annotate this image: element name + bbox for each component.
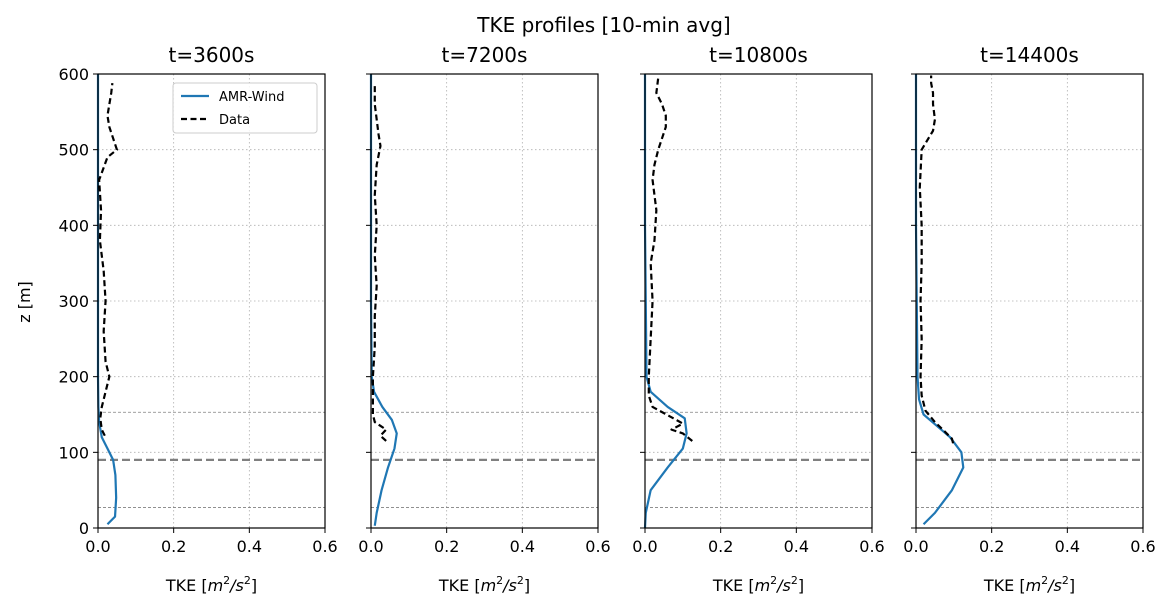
grid [916,74,1143,528]
x-tick-label: 0.6 [859,537,884,556]
x-axis-label-part: 2 [517,574,524,587]
panel-title: t=14400s [980,43,1079,67]
panel-title: t=3600s [169,43,255,67]
x-axis-label-part: 2 [223,574,230,587]
grid [98,74,325,528]
x-axis-label-part: s [236,576,244,595]
y-tick-label: 500 [58,141,89,160]
x-axis-label-part: / [775,576,784,595]
x-tick-label: 0.4 [784,537,809,556]
data-line [371,83,388,442]
x-tick-label: 0.6 [312,537,337,556]
y-tick-label: 400 [58,216,89,235]
x-tick-label: 0.4 [510,537,535,556]
x-axis-label-part: 2 [791,574,798,587]
data-line [918,75,955,444]
x-tick-label: 0.4 [237,537,262,556]
x-tick-label: 0.0 [85,537,110,556]
x-axis-label-part: s [783,576,791,595]
data-line [647,77,693,442]
x-axis-label-part: TKE [ [165,576,208,595]
x-axis-label-part: ] [251,576,257,595]
x-axis-label-part: / [228,576,237,595]
x-tick-label: 0.2 [161,537,186,556]
x-axis-label-part: ] [798,576,804,595]
grid [645,74,872,528]
x-axis-label: TKE [m2/s2] [438,574,530,595]
x-axis-label-part: s [509,576,517,595]
panel-1: 0.0 0.2 0.4 0.6 0 100 200 300 400 500 600 t=3600s TK… [58,43,337,595]
x-axis-label-part: s [1054,576,1062,595]
x-axis-label-part: ] [1069,576,1075,595]
x-axis-label-part: / [501,576,510,595]
x-axis-label-part: m [1026,576,1042,595]
x-tick-label: 0.2 [708,537,733,556]
y-tick-label: 100 [58,443,89,462]
x-tick-label: 0.4 [1055,537,1080,556]
x-tick-label: 0.0 [358,537,383,556]
y-axis-label: z [m] [15,281,34,323]
y-tick-label: 0 [79,519,89,538]
x-tick-label: 0.2 [434,537,459,556]
x-axis-label-part: m [481,576,497,595]
x-tick-label: 0.0 [903,537,928,556]
panel-title: t=10800s [709,43,808,67]
y-tick-label: 300 [58,292,89,311]
panels: 0.0 0.2 0.4 0.6 0 100 200 300 400 500 600 t=3600s TK… [58,43,1155,595]
x-axis-label-part: 2 [1062,574,1069,587]
legend-label: Data [219,113,250,128]
x-tick-label: 0.2 [979,537,1004,556]
grid [371,74,598,528]
x-tick-label: 0.0 [632,537,657,556]
x-axis-label: TKE [m2/s2] [165,574,257,595]
x-axis-label-part: 2 [1041,574,1048,587]
legend-label: AMR-Wind [219,90,284,105]
x-axis-label-part: 2 [496,574,503,587]
x-axis-label: TKE [m2/s2] [712,574,804,595]
x-tick-label: 0.6 [585,537,610,556]
x-tick-label: 0.6 [1130,537,1155,556]
x-axis-label-part: / [1046,576,1055,595]
x-axis-label-part: TKE [ [438,576,481,595]
y-tick-label: 200 [58,368,89,387]
panel-title: t=7200s [442,43,528,67]
data-line [98,82,119,437]
x-axis-label-part: TKE [ [983,576,1026,595]
x-axis-label-part: ] [524,576,530,595]
x-axis-label-part: 2 [244,574,251,587]
legend: AMR-Wind Data [172,82,318,134]
x-axis-label: TKE [m2/s2] [983,574,1075,595]
x-axis-label-part: 2 [770,574,777,587]
x-axis-label-part: TKE [ [712,576,755,595]
y-tick-label: 600 [58,65,89,84]
figure-title: TKE profiles [10-min avg] [476,13,730,37]
x-axis-label-part: m [208,576,224,595]
x-axis-label-part: m [755,576,771,595]
